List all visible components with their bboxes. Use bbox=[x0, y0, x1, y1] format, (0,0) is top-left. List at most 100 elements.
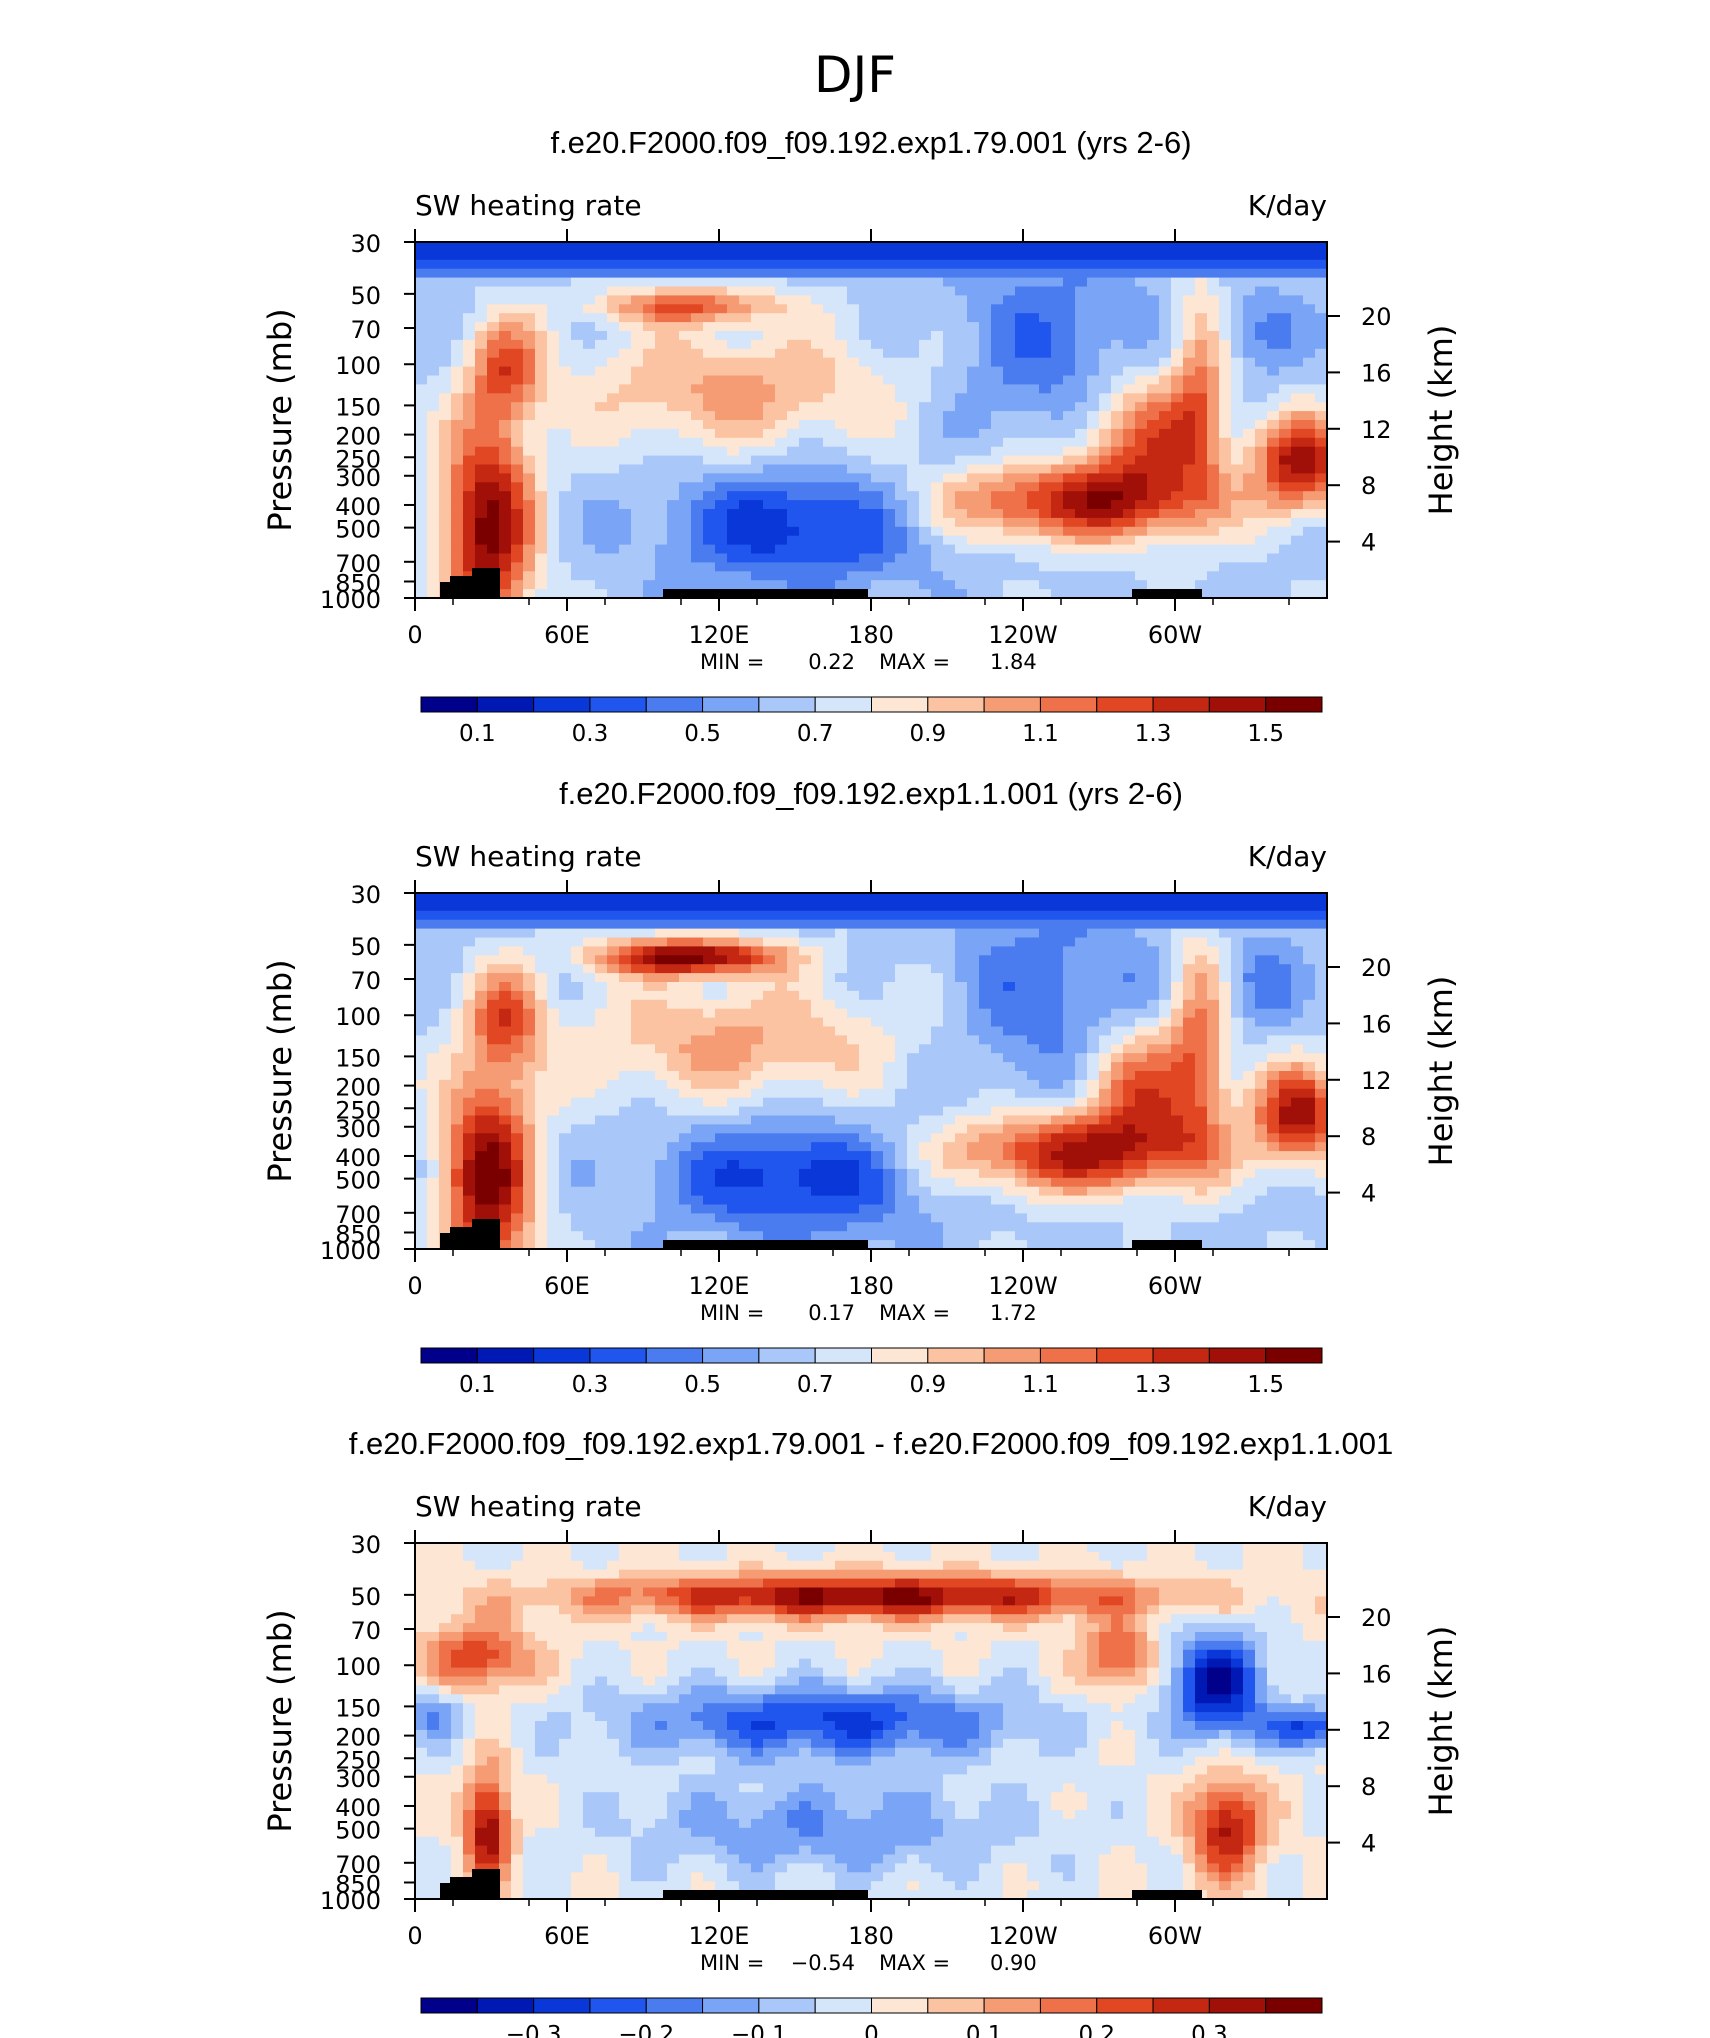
panel1-cell bbox=[559, 526, 572, 537]
panel1-cell bbox=[595, 571, 608, 581]
panel1-cell bbox=[607, 562, 620, 572]
panel1-cell bbox=[427, 526, 440, 537]
panel1-cell bbox=[715, 331, 728, 341]
panel1-cell bbox=[907, 250, 920, 261]
panel1-cell bbox=[691, 553, 704, 563]
panel1-cell bbox=[643, 250, 656, 261]
panel1-cell bbox=[967, 571, 980, 581]
panel2-cell bbox=[955, 928, 968, 939]
panel2-cell bbox=[895, 1097, 908, 1108]
panel1-cell bbox=[1303, 455, 1316, 466]
panel2-cell bbox=[655, 893, 668, 903]
panel2-cell bbox=[775, 1231, 788, 1241]
panel2-cell bbox=[559, 964, 572, 974]
panel1-cell bbox=[775, 580, 788, 590]
panel1-cell bbox=[847, 313, 860, 323]
panel2-cell bbox=[859, 937, 872, 947]
panel2-cell bbox=[595, 1071, 608, 1081]
panel2-cell bbox=[475, 1213, 488, 1223]
panel2-cell bbox=[619, 999, 632, 1010]
panel1-cell bbox=[811, 357, 824, 368]
panel2-cell bbox=[751, 1097, 764, 1108]
panel1-cell bbox=[1099, 517, 1112, 528]
panel1-cell bbox=[763, 526, 776, 537]
panel2-cell bbox=[475, 919, 488, 930]
panel2-cell bbox=[427, 999, 440, 1010]
panel2-cell bbox=[475, 1097, 488, 1108]
panel2-cell bbox=[547, 1151, 560, 1161]
panel2-cell bbox=[463, 1186, 476, 1197]
panel2-cell bbox=[775, 955, 788, 965]
panel1-cell bbox=[703, 482, 716, 492]
panel1-cell bbox=[1219, 322, 1232, 332]
panel1-cell bbox=[703, 411, 716, 421]
panel1-cell bbox=[1207, 322, 1220, 332]
panel1-cell bbox=[1219, 500, 1232, 510]
panel1-cell bbox=[1231, 464, 1244, 474]
panel1-cell bbox=[499, 509, 512, 519]
panel1-cell bbox=[607, 268, 620, 279]
panel1-cell bbox=[451, 277, 464, 288]
panel1-cell bbox=[715, 500, 728, 510]
panel1-cell bbox=[691, 509, 704, 519]
panel2-cell bbox=[679, 1222, 692, 1232]
panel1-cell bbox=[1243, 259, 1256, 270]
panel1-cell bbox=[427, 455, 440, 466]
panel2-cell bbox=[715, 1017, 728, 1028]
panel1-cell bbox=[535, 357, 548, 368]
panel2-cell bbox=[907, 937, 920, 947]
panel2-cell bbox=[871, 982, 884, 992]
panel1-cell bbox=[523, 553, 536, 563]
panel1-cell bbox=[979, 491, 992, 501]
panel1-cell bbox=[1087, 509, 1100, 519]
panel1-cell bbox=[751, 553, 764, 563]
panel1-cell bbox=[1171, 402, 1184, 412]
panel1-cell bbox=[1219, 553, 1232, 563]
panel2-cell bbox=[823, 1071, 836, 1081]
panel2-cell bbox=[883, 1133, 896, 1143]
panel2-cell bbox=[703, 1106, 716, 1117]
panel1-cell bbox=[919, 464, 932, 474]
panel1-cell bbox=[511, 437, 524, 448]
panel2-cell bbox=[487, 946, 500, 956]
panel2-cell bbox=[499, 1026, 512, 1036]
panel2-cell bbox=[943, 999, 956, 1010]
panel1-cell bbox=[523, 491, 536, 501]
panel1-cell bbox=[1087, 375, 1100, 385]
panel1-cell bbox=[547, 295, 560, 305]
panel1-cell bbox=[583, 517, 596, 528]
panel2-cell bbox=[487, 1026, 500, 1036]
panel1-cell bbox=[667, 455, 680, 466]
panel1-cell bbox=[931, 393, 944, 403]
panel1-cell bbox=[1003, 322, 1016, 332]
panel2-cell bbox=[775, 1017, 788, 1028]
panel2-cell bbox=[907, 1062, 920, 1072]
panel1-cell bbox=[571, 384, 584, 394]
panel1-cell bbox=[1075, 562, 1088, 572]
panel1-cell bbox=[415, 553, 428, 563]
panel1-cell bbox=[1195, 402, 1208, 412]
panel1-cell bbox=[523, 571, 536, 581]
panel2-cell bbox=[655, 1115, 668, 1125]
panel1-cell bbox=[1207, 544, 1220, 555]
panel1-cell bbox=[715, 366, 728, 377]
panel1-cell bbox=[511, 331, 524, 341]
panel1-cell bbox=[1171, 250, 1184, 261]
panel1-cell bbox=[1087, 535, 1100, 546]
panel2-cell bbox=[823, 1222, 836, 1232]
panel1-cell bbox=[1195, 313, 1208, 323]
panel1-cell bbox=[1087, 277, 1100, 288]
panel1-cell bbox=[847, 526, 860, 537]
panel1-cell bbox=[1003, 313, 1016, 323]
panel1-cell bbox=[751, 411, 764, 421]
panel1-cell bbox=[871, 455, 884, 466]
panel1-cell bbox=[439, 331, 452, 341]
panel2-cell bbox=[835, 1160, 848, 1170]
panel1-cell bbox=[523, 411, 536, 421]
panel1-cell bbox=[727, 348, 740, 359]
panel1-cell bbox=[859, 482, 872, 492]
panel1-cell bbox=[535, 304, 548, 314]
panel1-cell bbox=[1195, 268, 1208, 279]
panel1-cell bbox=[679, 526, 692, 537]
panel2-cell bbox=[583, 946, 596, 956]
